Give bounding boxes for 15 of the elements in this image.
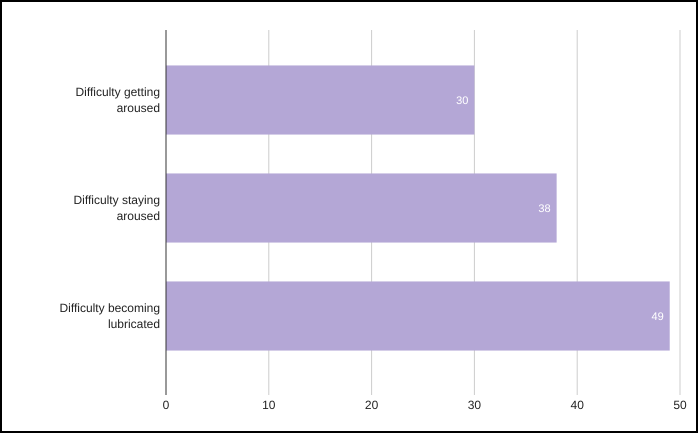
data-label: 49 — [651, 310, 664, 323]
x-tick-label: 30 — [468, 398, 482, 412]
y-tick-label: Difficulty becoming lubricated — [60, 301, 160, 332]
y-tick-label: Difficulty getting aroused — [76, 85, 160, 116]
x-tick-label: 50 — [673, 398, 687, 412]
x-tick-label: 40 — [570, 398, 584, 412]
x-tick-label: 0 — [162, 398, 170, 412]
bar — [166, 281, 670, 351]
y-tick-label: Difficulty staying aroused — [74, 193, 160, 224]
data-label: 38 — [538, 202, 551, 215]
x-tick-label: 20 — [364, 398, 379, 412]
bar — [166, 173, 557, 243]
x-tick-label: 10 — [262, 398, 276, 412]
bar — [166, 65, 474, 135]
data-label: 30 — [456, 94, 468, 107]
